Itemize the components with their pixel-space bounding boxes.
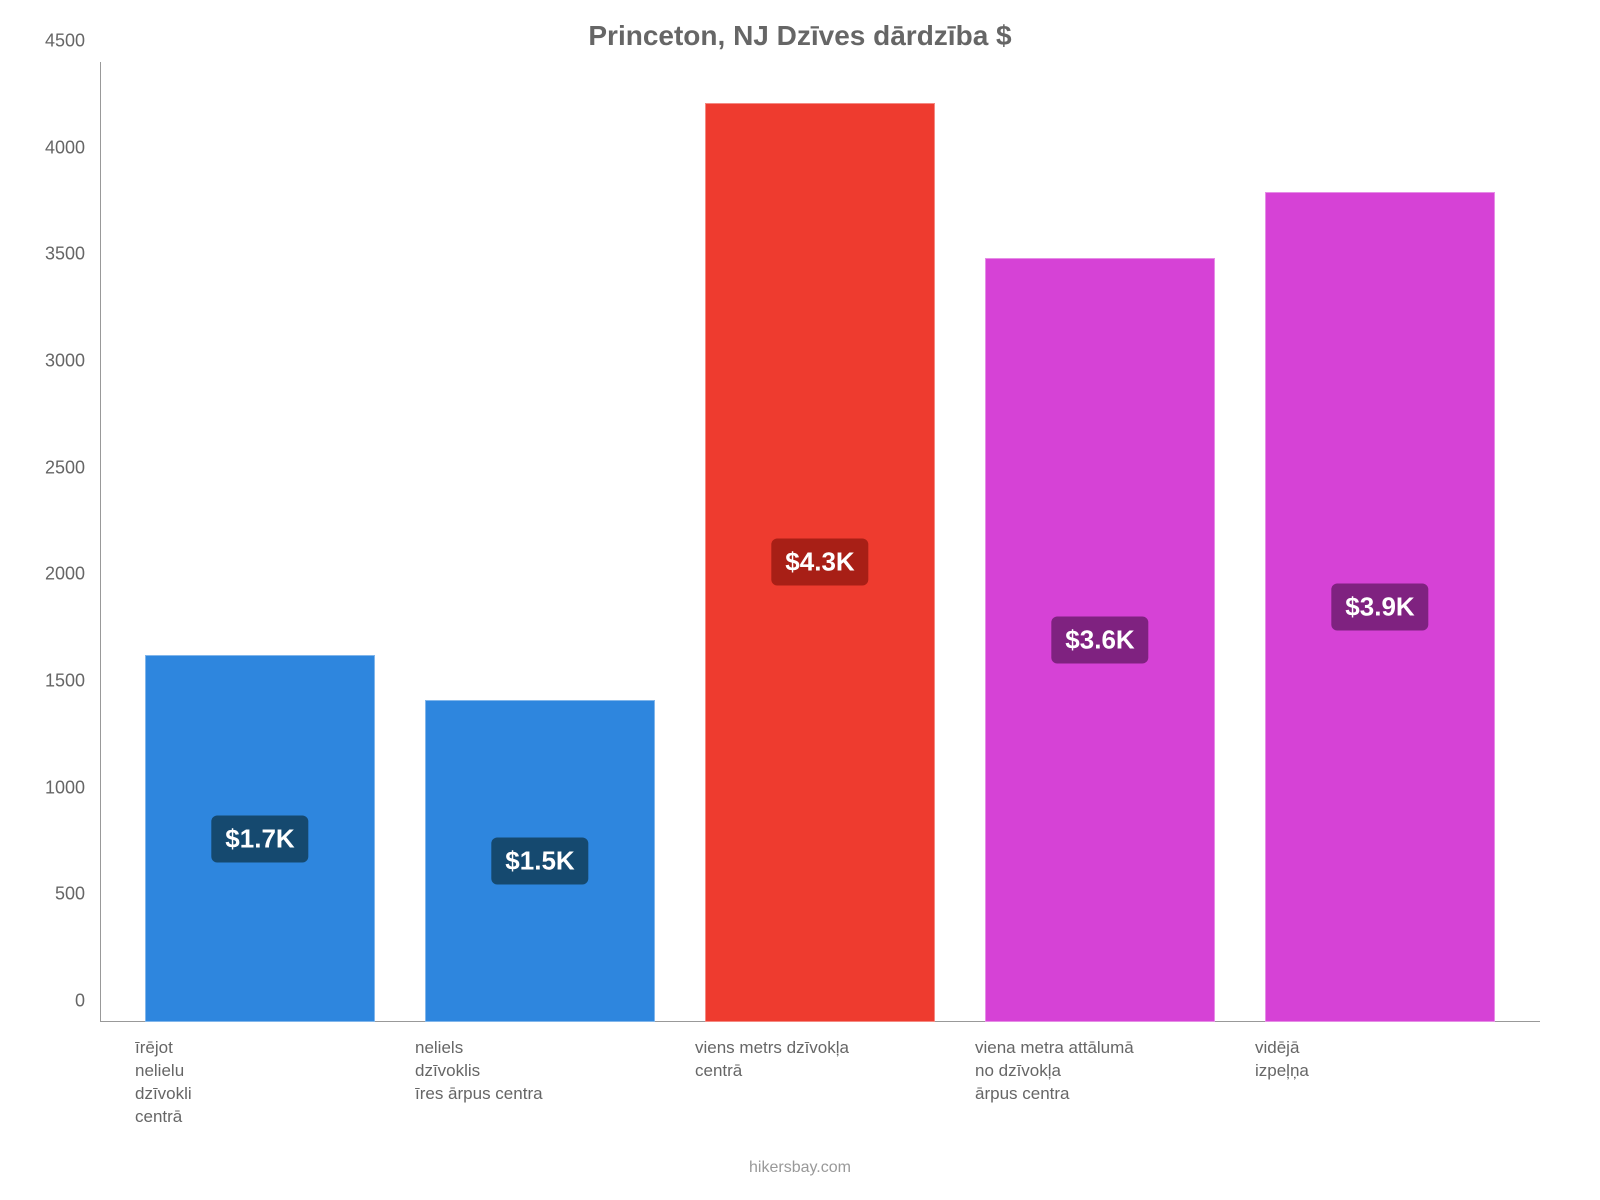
x-axis-label: vidējā izpeļņa xyxy=(1240,1037,1520,1129)
y-tick: 2500 xyxy=(45,457,85,478)
bar: $1.5K xyxy=(425,700,655,1022)
y-tick: 4500 xyxy=(45,31,85,52)
bar: $1.7K xyxy=(145,655,375,1022)
chart-container: Princeton, NJ Dzīves dārdzība $ 05001000… xyxy=(0,0,1600,1200)
x-axis-label: viens metrs dzīvokļa centrā xyxy=(680,1037,960,1129)
y-tick: 1000 xyxy=(45,777,85,798)
x-axis-labels: īrējot nelielu dzīvokli centrāneliels dz… xyxy=(100,1022,1540,1129)
bar-slot: $3.6K xyxy=(960,62,1240,1022)
chart-title: Princeton, NJ Dzīves dārdzība $ xyxy=(40,20,1560,52)
y-tick: 4000 xyxy=(45,137,85,158)
bar-slot: $4.3K xyxy=(680,62,960,1022)
y-tick: 3000 xyxy=(45,351,85,372)
bar-value-label: $4.3K xyxy=(771,539,868,586)
x-axis-label: viena metra attālumā no dzīvokļa ārpus c… xyxy=(960,1037,1240,1129)
x-axis-label: neliels dzīvoklis īres ārpus centra xyxy=(400,1037,680,1129)
bar-slot: $1.5K xyxy=(400,62,680,1022)
y-axis: 050010001500200025003000350040004500 xyxy=(40,62,95,1022)
bar: $3.9K xyxy=(1265,192,1495,1022)
bar-slot: $1.7K xyxy=(120,62,400,1022)
plot-area: 050010001500200025003000350040004500 $1.… xyxy=(100,62,1540,1022)
bar-value-label: $3.9K xyxy=(1331,584,1428,631)
y-tick: 3500 xyxy=(45,244,85,265)
bar: $3.6K xyxy=(985,258,1215,1022)
bar: $4.3K xyxy=(705,103,935,1022)
y-tick: 1500 xyxy=(45,671,85,692)
y-tick: 2000 xyxy=(45,564,85,585)
chart-footer: hikersbay.com xyxy=(40,1159,1560,1177)
bar-value-label: $1.7K xyxy=(211,815,308,862)
bar-value-label: $3.6K xyxy=(1051,617,1148,664)
bar-value-label: $1.5K xyxy=(491,837,588,884)
y-tick: 0 xyxy=(75,991,85,1012)
bar-slot: $3.9K xyxy=(1240,62,1520,1022)
x-axis-label: īrējot nelielu dzīvokli centrā xyxy=(120,1037,400,1129)
y-tick: 500 xyxy=(55,884,85,905)
bars-group: $1.7K $1.5K $4.3K $3.6K $3.9K xyxy=(100,62,1540,1022)
